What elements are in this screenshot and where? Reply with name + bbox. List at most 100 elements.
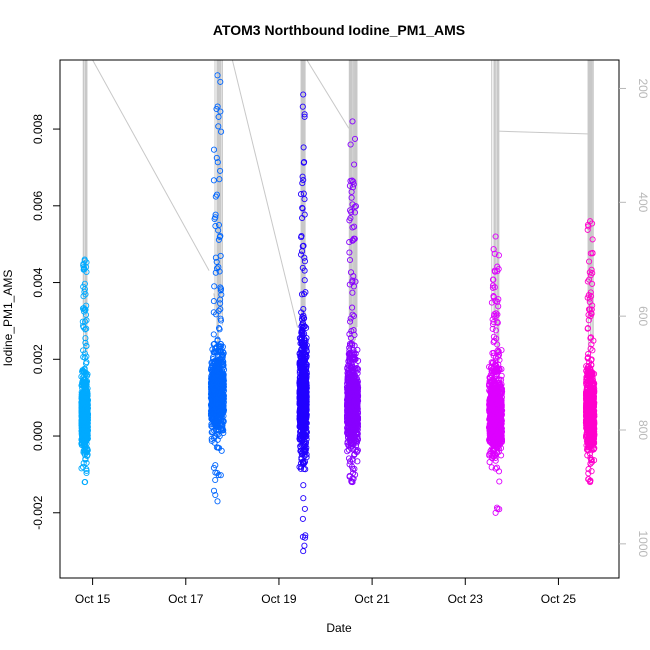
data-point bbox=[215, 472, 222, 479]
data-point bbox=[589, 236, 596, 243]
data-point bbox=[350, 178, 357, 185]
data-point bbox=[588, 456, 595, 463]
x-tick-label: Oct 25 bbox=[541, 592, 577, 606]
y-tick-label: 0.006 bbox=[31, 190, 45, 220]
data-point bbox=[584, 405, 591, 412]
data-point bbox=[589, 391, 596, 398]
data-point bbox=[349, 430, 356, 437]
data-point bbox=[347, 405, 354, 412]
data-point bbox=[83, 342, 90, 350]
data-point bbox=[301, 375, 308, 383]
data-point bbox=[215, 113, 222, 120]
data-point bbox=[210, 331, 217, 338]
data-point bbox=[494, 268, 501, 275]
data-point bbox=[350, 354, 357, 361]
chart-title: ATOM3 Northbound Iodine_PM1_AMS bbox=[213, 22, 465, 38]
data-point bbox=[81, 405, 88, 412]
data-point bbox=[588, 306, 595, 313]
data-point bbox=[587, 430, 594, 437]
data-point bbox=[493, 464, 501, 471]
data-point bbox=[585, 350, 592, 358]
data-point bbox=[217, 343, 224, 350]
data-point bbox=[586, 298, 593, 306]
data-point bbox=[83, 467, 90, 474]
data-point bbox=[79, 463, 87, 471]
data-point bbox=[590, 419, 597, 426]
data-point bbox=[588, 468, 595, 475]
data-point bbox=[492, 368, 499, 375]
data-point bbox=[488, 397, 495, 404]
data-point bbox=[211, 439, 218, 446]
data-point bbox=[349, 397, 356, 404]
data-point bbox=[213, 430, 220, 438]
data-point bbox=[211, 358, 218, 365]
y-right-tick-label: 400 bbox=[636, 192, 650, 212]
data-point bbox=[348, 188, 355, 195]
data-point bbox=[488, 368, 495, 375]
data-point bbox=[347, 141, 354, 148]
data-point bbox=[493, 407, 500, 414]
data-point bbox=[78, 424, 86, 432]
data-point bbox=[81, 288, 88, 295]
data-point bbox=[349, 390, 357, 397]
data-point bbox=[298, 424, 306, 431]
data-point bbox=[210, 298, 217, 305]
x-tick-label: Oct 19 bbox=[261, 592, 297, 606]
data-point bbox=[495, 252, 502, 259]
data-point bbox=[212, 368, 219, 375]
x-axis-label: Date bbox=[326, 621, 352, 635]
data-point bbox=[300, 342, 307, 349]
data-point bbox=[297, 447, 304, 455]
data-point bbox=[82, 339, 89, 346]
data-point bbox=[348, 209, 355, 216]
data-point bbox=[210, 146, 218, 153]
data-point bbox=[83, 353, 90, 360]
data-point bbox=[348, 478, 355, 485]
data-point bbox=[301, 405, 308, 412]
data-point bbox=[217, 296, 224, 303]
data-point bbox=[347, 334, 354, 341]
data-point bbox=[84, 396, 91, 404]
y-tick-label: 0.004 bbox=[31, 267, 45, 297]
data-point bbox=[490, 450, 497, 458]
data-point bbox=[349, 279, 356, 286]
data-point bbox=[216, 268, 223, 275]
data-point bbox=[217, 386, 225, 393]
data-point bbox=[300, 144, 307, 151]
data-point bbox=[489, 284, 496, 291]
data-point bbox=[345, 418, 352, 425]
data-point bbox=[489, 276, 497, 283]
data-point bbox=[588, 444, 595, 452]
data-point bbox=[346, 353, 353, 360]
data-point bbox=[490, 294, 497, 301]
data-point bbox=[347, 458, 354, 465]
data-point bbox=[349, 289, 356, 296]
data-point bbox=[216, 444, 223, 452]
data-point bbox=[212, 395, 219, 402]
data-point bbox=[301, 254, 308, 261]
data-point bbox=[351, 331, 358, 339]
data-point bbox=[492, 361, 499, 368]
y-tick-label: 0.000 bbox=[31, 421, 45, 451]
x-tick-label: Oct 15 bbox=[75, 592, 111, 606]
data-point bbox=[349, 201, 356, 208]
data-point bbox=[298, 291, 306, 298]
data-point bbox=[208, 423, 215, 430]
data-point bbox=[489, 454, 496, 461]
data-point bbox=[492, 427, 499, 434]
data-point bbox=[493, 391, 500, 399]
data-point bbox=[344, 448, 351, 455]
data-point bbox=[344, 378, 351, 385]
altitude-connector-line bbox=[231, 60, 299, 328]
data-point bbox=[301, 211, 308, 218]
data-point bbox=[493, 310, 500, 317]
data-point bbox=[496, 478, 503, 485]
data-point bbox=[588, 402, 595, 409]
data-point bbox=[492, 389, 499, 396]
data-point bbox=[212, 269, 219, 276]
data-point bbox=[297, 358, 304, 365]
data-point bbox=[492, 327, 499, 334]
data-point bbox=[493, 335, 500, 342]
data-point bbox=[496, 438, 503, 445]
